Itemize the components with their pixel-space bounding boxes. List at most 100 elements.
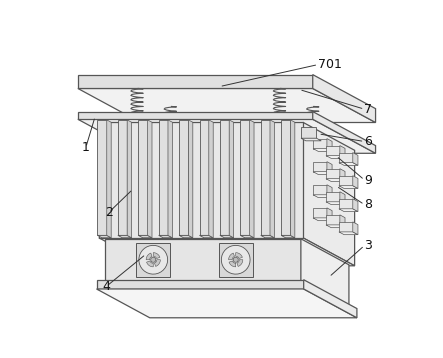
- Polygon shape: [127, 120, 132, 238]
- Polygon shape: [147, 261, 153, 267]
- Polygon shape: [78, 119, 376, 153]
- Polygon shape: [340, 192, 345, 204]
- Polygon shape: [301, 127, 316, 138]
- Polygon shape: [105, 239, 301, 281]
- Polygon shape: [261, 120, 270, 235]
- Polygon shape: [339, 209, 358, 212]
- Polygon shape: [261, 235, 274, 238]
- Polygon shape: [339, 176, 353, 186]
- Text: 9: 9: [365, 174, 373, 187]
- Polygon shape: [151, 257, 156, 262]
- Polygon shape: [97, 120, 107, 235]
- Polygon shape: [313, 195, 332, 198]
- Polygon shape: [327, 162, 332, 174]
- Polygon shape: [220, 120, 229, 235]
- Polygon shape: [353, 222, 358, 235]
- Polygon shape: [222, 245, 250, 274]
- Text: 701: 701: [318, 58, 342, 71]
- Polygon shape: [326, 156, 345, 158]
- Polygon shape: [301, 239, 349, 307]
- Polygon shape: [240, 235, 254, 238]
- Polygon shape: [199, 235, 213, 238]
- Polygon shape: [339, 199, 353, 209]
- Polygon shape: [229, 120, 233, 238]
- Polygon shape: [229, 253, 234, 260]
- Polygon shape: [139, 245, 167, 274]
- Polygon shape: [339, 222, 353, 232]
- Polygon shape: [327, 139, 332, 151]
- Polygon shape: [340, 215, 345, 228]
- Polygon shape: [179, 120, 188, 235]
- Polygon shape: [326, 169, 340, 179]
- Polygon shape: [326, 202, 345, 204]
- Polygon shape: [326, 146, 340, 156]
- Polygon shape: [97, 235, 111, 238]
- Polygon shape: [236, 253, 242, 258]
- Polygon shape: [78, 112, 313, 119]
- Polygon shape: [313, 139, 327, 149]
- Polygon shape: [313, 172, 332, 174]
- Polygon shape: [326, 225, 345, 228]
- Polygon shape: [97, 289, 357, 318]
- Polygon shape: [118, 120, 127, 235]
- Polygon shape: [339, 186, 358, 188]
- Text: 6: 6: [365, 135, 373, 148]
- Polygon shape: [281, 120, 291, 235]
- Polygon shape: [153, 253, 160, 258]
- Polygon shape: [179, 235, 193, 238]
- Polygon shape: [326, 179, 345, 182]
- Polygon shape: [353, 153, 358, 165]
- Polygon shape: [270, 120, 274, 238]
- Polygon shape: [155, 260, 160, 266]
- Polygon shape: [78, 88, 376, 122]
- Polygon shape: [229, 261, 236, 267]
- Polygon shape: [313, 162, 327, 172]
- Polygon shape: [339, 153, 353, 163]
- Polygon shape: [313, 112, 376, 153]
- Polygon shape: [168, 120, 172, 238]
- Text: 2: 2: [105, 206, 113, 219]
- Polygon shape: [199, 120, 209, 235]
- Polygon shape: [237, 260, 243, 266]
- Polygon shape: [240, 120, 249, 235]
- Text: 7: 7: [365, 103, 373, 116]
- Polygon shape: [327, 185, 332, 198]
- Polygon shape: [148, 120, 152, 238]
- Polygon shape: [340, 146, 345, 158]
- Polygon shape: [136, 243, 170, 277]
- Polygon shape: [118, 235, 132, 238]
- Polygon shape: [209, 120, 213, 238]
- Polygon shape: [219, 243, 253, 277]
- Polygon shape: [99, 238, 355, 266]
- Polygon shape: [146, 253, 152, 260]
- Polygon shape: [339, 163, 358, 165]
- Polygon shape: [105, 281, 349, 307]
- Polygon shape: [353, 199, 358, 212]
- Polygon shape: [220, 235, 233, 238]
- Polygon shape: [353, 176, 358, 188]
- Polygon shape: [304, 280, 357, 318]
- Text: 3: 3: [365, 239, 373, 252]
- Polygon shape: [313, 74, 376, 122]
- Polygon shape: [78, 74, 313, 88]
- Polygon shape: [159, 120, 168, 235]
- Polygon shape: [107, 120, 111, 238]
- Polygon shape: [138, 235, 152, 238]
- Text: 1: 1: [82, 141, 89, 154]
- Text: 8: 8: [365, 198, 373, 211]
- Polygon shape: [281, 235, 295, 238]
- Polygon shape: [313, 208, 327, 218]
- Polygon shape: [99, 122, 303, 238]
- Polygon shape: [301, 138, 321, 141]
- Polygon shape: [327, 208, 332, 221]
- Polygon shape: [303, 122, 355, 266]
- Polygon shape: [233, 257, 238, 262]
- Polygon shape: [313, 185, 327, 195]
- Polygon shape: [313, 149, 332, 151]
- Polygon shape: [291, 120, 295, 238]
- Text: 4: 4: [103, 280, 110, 293]
- Polygon shape: [249, 120, 254, 238]
- Polygon shape: [188, 120, 193, 238]
- Polygon shape: [138, 120, 148, 235]
- Polygon shape: [339, 232, 358, 235]
